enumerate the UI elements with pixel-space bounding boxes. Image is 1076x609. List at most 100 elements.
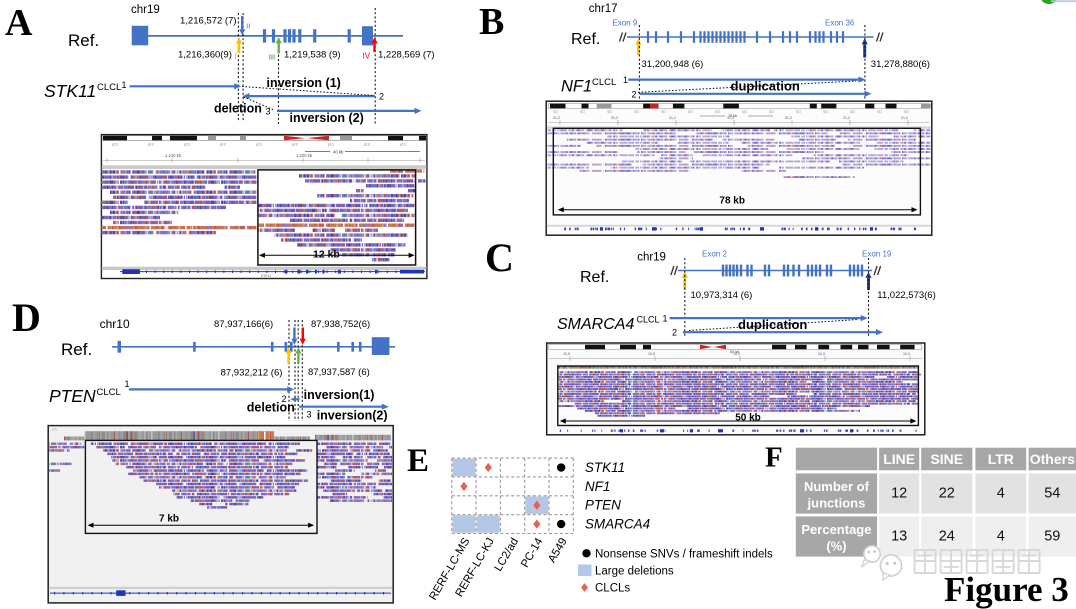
svg-text:78 kb: 78 kb — [728, 114, 737, 118]
svg-text:1: 1 — [125, 379, 130, 389]
svg-text:II: II — [246, 22, 250, 31]
svg-text:III: III — [269, 53, 275, 62]
svg-text:31,2: 31,2 — [727, 116, 734, 120]
svg-text:LINE: LINE — [883, 451, 915, 467]
svg-text:4: 4 — [997, 486, 1005, 502]
svg-text:q11: q11 — [823, 110, 828, 114]
svg-text:Figure 3: Figure 3 — [944, 570, 1069, 609]
svg-text:q11: q11 — [877, 110, 882, 114]
svg-text:p13: p13 — [292, 143, 298, 147]
svg-text:q11: q11 — [850, 110, 855, 114]
svg-text:p13: p13 — [220, 143, 226, 147]
svg-text:q11: q11 — [580, 110, 585, 114]
svg-text:F: F — [765, 442, 783, 474]
svg-text:junctions: junctions — [807, 496, 866, 511]
svg-text:Ref.: Ref. — [61, 340, 92, 359]
svg-text:10,9: 10,9 — [648, 352, 655, 356]
svg-text:q11: q11 — [688, 110, 693, 114]
svg-text:chr10: chr10 — [100, 317, 130, 331]
svg-text:inversion (2): inversion (2) — [290, 111, 364, 125]
svg-text:CLCL: CLCL — [592, 77, 616, 88]
svg-text:12 kb: 12 kb — [313, 249, 340, 261]
svg-text:78 kb: 78 kb — [719, 196, 745, 207]
svg-text:2: 2 — [632, 90, 637, 100]
svg-text:q11: q11 — [553, 110, 558, 114]
svg-text:SMARCA4: SMARCA4 — [585, 517, 650, 532]
svg-text:87,937,587 (6): 87,937,587 (6) — [308, 367, 370, 378]
svg-text:duplication: duplication — [731, 79, 800, 94]
svg-text:p13: p13 — [148, 143, 154, 147]
svg-text:CLCL: CLCL — [97, 387, 121, 398]
svg-text:B: B — [479, 1, 504, 43]
svg-text:deletion: deletion — [214, 102, 262, 116]
svg-text:q11: q11 — [769, 110, 774, 114]
svg-text:c n: c n — [52, 428, 57, 432]
svg-text:2: 2 — [672, 328, 677, 338]
svg-text:STK11: STK11 — [44, 81, 96, 101]
svg-text:C: C — [485, 235, 514, 280]
svg-text:STK11: STK11 — [261, 274, 271, 278]
svg-text:p13: p13 — [112, 143, 118, 147]
svg-text:q11: q11 — [607, 110, 612, 114]
svg-text:13: 13 — [891, 529, 907, 545]
svg-text:deletion: deletion — [247, 401, 295, 415]
svg-text:p13: p13 — [184, 143, 190, 147]
svg-text:1,216,572 (7): 1,216,572 (7) — [180, 16, 237, 27]
svg-text:I: I — [234, 52, 236, 61]
svg-text:4: 4 — [997, 529, 1005, 545]
svg-text:31,2: 31,2 — [785, 116, 792, 120]
svg-text:22: 22 — [939, 486, 955, 502]
svg-text:p13: p13 — [256, 143, 262, 147]
svg-text:chr19: chr19 — [637, 252, 666, 264]
svg-text:inversion(1): inversion(1) — [304, 388, 375, 402]
svg-text:inversion (1): inversion (1) — [267, 76, 341, 90]
svg-text:CLCLs: CLCLs — [595, 583, 630, 595]
svg-text:Percentage: Percentage — [801, 522, 871, 537]
svg-text:87,938,752(6): 87,938,752(6) — [311, 319, 370, 330]
svg-text:31,200,948 (6): 31,200,948 (6) — [642, 59, 704, 70]
svg-text:chr17: chr17 — [589, 3, 618, 15]
svg-text:10,9: 10,9 — [903, 352, 910, 356]
svg-text:chr19: chr19 — [131, 4, 160, 16]
svg-text:87,937,166(6): 87,937,166(6) — [214, 319, 273, 330]
svg-text:1: 1 — [663, 314, 668, 324]
svg-text:1,219,538 (9): 1,219,538 (9) — [284, 50, 341, 61]
svg-text:Ref.: Ref. — [68, 31, 99, 50]
svg-text:31,2: 31,2 — [553, 116, 560, 120]
svg-text:SMARCA4: SMARCA4 — [557, 316, 634, 333]
svg-text:Number of: Number of — [804, 479, 870, 494]
svg-text:Exon 9: Exon 9 — [612, 19, 637, 28]
svg-text:10,973,314 (6): 10,973,314 (6) — [691, 290, 753, 301]
svg-text:2: 2 — [282, 394, 287, 404]
svg-text:31,2: 31,2 — [843, 116, 850, 120]
svg-text:CLCL: CLCL — [637, 315, 660, 325]
svg-text:Others: Others — [1030, 451, 1075, 467]
svg-text:LTR: LTR — [988, 451, 1014, 467]
svg-text:NF1: NF1 — [561, 78, 592, 96]
svg-text:7 kb: 7 kb — [159, 514, 179, 525]
svg-text:3: 3 — [266, 107, 271, 117]
svg-text:q11: q11 — [715, 110, 720, 114]
svg-text:Nonsense SNVs / frameshift ind: Nonsense SNVs / frameshift indels — [595, 549, 773, 561]
svg-text:q11: q11 — [742, 110, 747, 114]
svg-text:PTEN: PTEN — [49, 386, 96, 406]
svg-text:11,022,573(6): 11,022,573(6) — [877, 290, 935, 301]
svg-text:31,278,880(6): 31,278,880(6) — [871, 59, 930, 70]
svg-text:50 kb: 50 kb — [735, 413, 761, 424]
svg-text:inversion(2): inversion(2) — [317, 409, 388, 423]
svg-text:STK11: STK11 — [585, 460, 625, 475]
svg-text:E: E — [407, 443, 429, 479]
svg-text:IV: IV — [363, 52, 371, 61]
svg-text:p13: p13 — [400, 143, 406, 147]
svg-text:59: 59 — [1044, 529, 1060, 545]
svg-text:Ref.: Ref. — [580, 269, 609, 286]
svg-text:CLCL: CLCL — [97, 82, 121, 93]
svg-text:31,2: 31,2 — [901, 116, 908, 120]
svg-text:q11: q11 — [904, 110, 909, 114]
svg-text:1,210 kb: 1,210 kb — [165, 153, 182, 158]
svg-text:p13: p13 — [364, 143, 370, 147]
svg-text:SINE: SINE — [930, 451, 963, 467]
svg-text:40 kb: 40 kb — [333, 150, 344, 155]
svg-text:10,9: 10,9 — [563, 352, 570, 356]
svg-text:1,220 kb: 1,220 kb — [296, 153, 313, 158]
